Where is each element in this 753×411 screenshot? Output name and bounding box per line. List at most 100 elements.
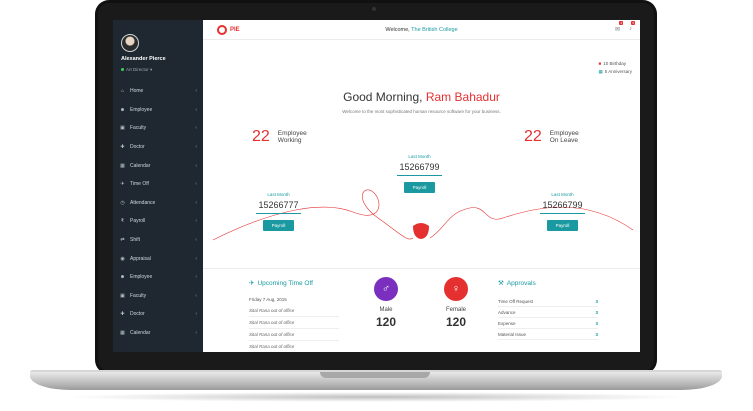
logo-icon <box>217 25 227 35</box>
chevron-left-icon: ‹ <box>195 199 197 206</box>
gift-icon: ■ <box>598 61 602 66</box>
bell-badge: 5 <box>631 21 635 25</box>
app-logo[interactable]: PIE <box>217 25 240 35</box>
briefcase-icon: ▣ <box>120 125 125 132</box>
doctor-icon: ✚ <box>120 144 125 151</box>
payroll-button-center[interactable]: Payroll <box>403 182 436 193</box>
chevron-left-icon: ‹ <box>195 106 197 113</box>
chevron-left-icon: ‹ <box>195 162 197 169</box>
calendar-icon: ▦ <box>120 162 125 169</box>
sidebar-item-home[interactable]: ⌂ Home ‹ <box>113 82 203 101</box>
users-icon: ☻ <box>119 106 126 113</box>
tagline: Welcome to the most sophisticated human … <box>342 109 501 114</box>
approvals-list: Time Off Request 3 Advance 3 Expense 3 Mate… <box>498 296 598 340</box>
appraisal-icon: ◉ <box>120 255 125 262</box>
female-count: ♀ Female 120 <box>436 277 476 329</box>
chevron-left-icon: ‹ <box>195 237 197 244</box>
topbar: PIE Welcome, The British College ✉ 4 ♪ 5 <box>203 20 640 40</box>
events-summary: ■ 10 Birthday ▦ 5 Anniversary <box>598 60 632 76</box>
rupee-icon: ₹ <box>120 218 125 225</box>
list-item[interactable]: Sital Rana out of office <box>249 305 339 317</box>
sidebar-item-time-off[interactable]: ✈ Time Off ‹ <box>113 175 203 194</box>
chevron-left-icon: ‹ <box>195 311 197 318</box>
payroll-center: Last Month 15266799 Payroll <box>397 154 442 194</box>
sidebar-item-payroll[interactable]: ₹ Payroll ‹ <box>113 212 203 231</box>
list-item[interactable]: Sital Rana out of office <box>249 341 339 352</box>
list-item[interactable]: Sital Rana out of office <box>249 329 339 341</box>
money-curve <box>212 189 634 241</box>
chevron-left-icon: ‹ <box>195 274 197 281</box>
sidebar-item-label: Payroll <box>130 218 146 225</box>
plane-icon: ✈ <box>120 181 125 188</box>
timeoff-date: Friday 7 Aug, 2015 <box>249 297 287 302</box>
male-icon: ♂ <box>374 277 398 301</box>
sidebar-item-employee[interactable]: ☻ Employee ‹ <box>113 268 203 287</box>
welcome-text: Welcome, The British College <box>385 27 458 33</box>
chevron-left-icon: ‹ <box>195 292 197 299</box>
approval-row[interactable]: Expense 3 <box>498 318 598 329</box>
sidebar-item-calendar[interactable]: ▦ Calendar ‹ <box>113 156 203 175</box>
list-item[interactable]: Sital Rana out of office <box>249 317 339 329</box>
payroll-left: Last Month 15266777 Payroll <box>256 192 301 232</box>
chevron-left-icon: ‹ <box>195 218 197 225</box>
sidebar-item-shift[interactable]: ⇄ Shift ‹ <box>113 231 203 250</box>
calendar-icon: ▦ <box>120 330 125 337</box>
gavel-icon: ⚒ <box>498 280 504 287</box>
sidebar-item-appraisal[interactable]: ◉ Appraisal ‹ <box>113 249 203 268</box>
camera-dot <box>372 7 376 11</box>
stat-working: 22 Employee Working <box>252 128 307 145</box>
payroll-button-left[interactable]: Payroll <box>262 220 295 231</box>
sidebar-item-faculty[interactable]: ▣ Faculty ‹ <box>113 287 203 306</box>
sidebar-item-employee[interactable]: ☻ Employee ‹ <box>113 101 203 120</box>
chevron-left-icon: ‹ <box>195 144 197 151</box>
topbar-icons: ✉ 4 ♪ 5 <box>614 21 635 33</box>
approval-row[interactable]: Time Off Request 3 <box>498 296 598 307</box>
approval-row[interactable]: Material Issue 3 <box>498 329 598 340</box>
bell-icon[interactable]: ♪ 5 <box>629 21 635 32</box>
app-screen: Alexander Pierce Art Director ▾ ⌂ Home ‹ ☻ E… <box>113 20 640 352</box>
chevron-left-icon: ‹ <box>195 181 197 188</box>
approvals-title: ⚒ Approvals <box>498 280 536 287</box>
sidebar-item-label: Shift <box>130 237 141 244</box>
sidebar-item-label: Employee <box>130 274 153 281</box>
timeoff-list: Friday 7 Aug, 2015 Sital Rana out of off… <box>249 294 339 352</box>
female-icon: ♀ <box>444 277 468 301</box>
user-name: Alexander Pierce <box>121 56 166 62</box>
shuffle-icon: ⇄ <box>120 237 125 244</box>
sidebar-item-doctor[interactable]: ✚ Doctor ‹ <box>113 138 203 157</box>
sidebar-item-attendance[interactable]: ◷ Attendance ‹ <box>113 194 203 213</box>
sidebar-item-label: Faculty <box>130 125 147 132</box>
sidebar-item-label: Attendance <box>130 199 156 206</box>
anniversary-link[interactable]: ▦ 5 Anniversary <box>598 69 632 74</box>
payroll-right: Last Month 15266799 Payroll <box>540 192 585 232</box>
laptop-base <box>30 372 722 390</box>
sidebar-nav: ⌂ Home ‹ ☻ Employee ‹ ▣ Faculty ‹ ✚ Doctor ‹ ▦ Calend… <box>113 82 203 342</box>
payroll-button-right[interactable]: Payroll <box>546 220 579 231</box>
sidebar-item-label: Time Off <box>130 181 149 188</box>
male-count: ♂ Male 120 <box>366 277 406 329</box>
users-icon: ☻ <box>119 274 126 281</box>
sidebar-item-label: Faculty <box>130 292 147 299</box>
sidebar-item-calendar[interactable]: ▦ Calendar ‹ <box>113 324 203 343</box>
sidebar-item-label: Calendar <box>130 330 151 337</box>
calendar-icon: ▦ <box>598 69 603 74</box>
chevron-left-icon: ‹ <box>195 125 197 132</box>
birthday-link[interactable]: ■ 10 Birthday <box>598 61 626 66</box>
mail-icon[interactable]: ✉ 4 <box>614 21 623 33</box>
mail-badge: 4 <box>619 21 623 25</box>
sidebar-item-label: Appraisal <box>130 255 151 262</box>
college-name: The British College <box>411 27 458 33</box>
online-status-dot <box>121 68 124 71</box>
chevron-left-icon: ‹ <box>195 88 197 95</box>
doctor-icon: ✚ <box>120 311 125 318</box>
briefcase-icon: ▣ <box>120 292 125 299</box>
greeting-name: Ram Bahadur <box>425 90 500 104</box>
laptop-notch <box>320 372 430 378</box>
timeoff-title: ✈ Upcoming Time Off <box>249 280 313 287</box>
avatar[interactable] <box>121 34 139 52</box>
chevron-left-icon: ‹ <box>195 255 197 262</box>
sidebar-item-faculty[interactable]: ▣ Faculty ‹ <box>113 119 203 138</box>
sidebar-item-doctor[interactable]: ✚ Doctor ‹ <box>113 305 203 324</box>
user-role[interactable]: Art Director ▾ <box>121 67 152 73</box>
approval-row[interactable]: Advance 3 <box>498 307 598 318</box>
